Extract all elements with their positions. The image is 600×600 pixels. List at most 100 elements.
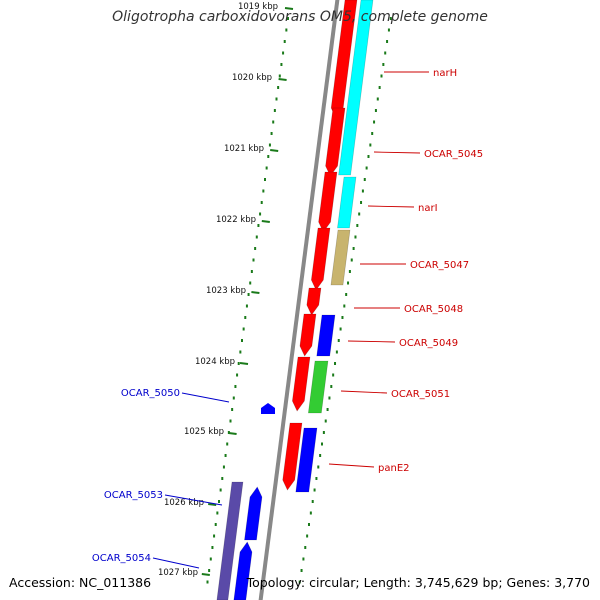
gene-label: OCAR_5048 (404, 304, 463, 315)
minor-tick (358, 212, 361, 216)
minor-tick (356, 224, 359, 227)
gene-OCAR_5049 (299, 313, 317, 357)
minor-tick (260, 201, 263, 204)
gene-OCAR_5045 (325, 107, 346, 177)
accession-text: Accession: NC_011386 (9, 575, 152, 590)
gene-label: narI (418, 203, 438, 214)
minor-tick (242, 327, 245, 331)
gene-OCAR_5053 (244, 486, 263, 541)
major-tick (270, 149, 279, 152)
scale-label: 1021 kbp (224, 144, 264, 154)
minor-tick (361, 189, 364, 193)
scale-label: 1026 kbp (164, 498, 204, 508)
major-tick (278, 78, 287, 81)
minor-tick (371, 132, 374, 135)
minor-tick (306, 534, 309, 538)
major-tick (251, 291, 260, 294)
minor-tick (380, 74, 383, 78)
minor-tick (300, 569, 303, 572)
gene-label: narH (433, 68, 457, 79)
gene-label-line (328, 463, 375, 468)
minor-tick (211, 546, 214, 549)
minor-tick (231, 408, 234, 411)
cyan-feature-2 (337, 176, 357, 229)
minor-tick (339, 327, 342, 331)
minor-tick (326, 408, 329, 411)
minor-ticks (206, 17, 392, 584)
blue-feature-panE2 (295, 427, 318, 493)
minor-tick (304, 546, 307, 549)
minor-tick (222, 465, 225, 469)
minor-tick (386, 40, 389, 43)
minor-tick (363, 178, 366, 181)
gene-label-line (152, 557, 200, 569)
gene-label-line (373, 151, 421, 154)
backbone (258, 0, 341, 600)
minor-tick (360, 201, 363, 204)
gene-label: OCAR_5045 (424, 149, 483, 160)
minor-tick (302, 557, 305, 561)
minor-tick (282, 51, 285, 55)
minor-tick (322, 431, 325, 434)
minor-tick (206, 580, 209, 584)
minor-tick (214, 523, 217, 526)
minor-tick (354, 235, 357, 239)
minor-tick (374, 109, 377, 112)
gene-OCAR_5050 (261, 403, 275, 414)
gene-label: OCAR_5051 (391, 389, 450, 400)
minor-tick (315, 477, 318, 480)
minor-tick (330, 385, 333, 388)
gene-label: OCAR_5053 (104, 490, 163, 501)
backbone-line (258, 0, 340, 600)
minor-tick (234, 385, 237, 388)
minor-tick (252, 258, 255, 262)
minor-tick (313, 488, 316, 492)
minor-tick (373, 120, 376, 124)
minor-tick (321, 442, 324, 446)
cyan-feature-1 (338, 0, 374, 176)
minor-tick (232, 396, 235, 400)
minor-tick (262, 189, 265, 193)
gene-label: OCAR_5047 (410, 260, 469, 271)
scale-label: 1025 kbp (184, 427, 224, 437)
minor-tick (259, 212, 262, 216)
scale-label: 1027 kbp (158, 568, 198, 578)
minor-tick (332, 373, 335, 377)
gene-label-line (340, 390, 388, 394)
gene-label: OCAR_5054 (92, 553, 151, 564)
minor-tick (218, 500, 220, 503)
map-title: Oligotropha carboxidovorans OM5, complet… (112, 9, 488, 25)
minor-tick (265, 166, 268, 170)
gene-label: OCAR_5050 (121, 388, 180, 399)
minor-tick (209, 557, 212, 561)
minor-tick (311, 500, 314, 503)
backbone-highlight (263, 0, 341, 600)
gene-label-line (181, 392, 230, 403)
gene-label-line (164, 494, 223, 506)
minor-tick (285, 28, 288, 32)
gene-OCAR_5054 (233, 541, 253, 600)
gene-panE2 (282, 422, 303, 491)
minor-tick (347, 281, 350, 285)
gene-label-line (367, 205, 415, 208)
scale-label: 1022 kbp (216, 215, 256, 225)
minor-tick (365, 166, 368, 170)
gene-label: OCAR_5049 (399, 338, 458, 349)
minor-tick (267, 155, 270, 158)
green-feature-5051 (308, 360, 329, 414)
gene-OCAR_5048 (306, 287, 322, 316)
minor-tick (213, 534, 216, 538)
minor-tick (369, 143, 372, 147)
minor-tick (337, 339, 340, 342)
minor-tick (382, 63, 385, 66)
minor-tick (224, 454, 227, 457)
minor-tick (270, 132, 273, 135)
minor-tick (343, 304, 346, 308)
minor-tick (319, 454, 322, 457)
topology-text: Topology: circular; Length: 3,745,629 bp… (246, 575, 590, 590)
minor-tick (273, 109, 276, 112)
tan-feature (330, 229, 351, 286)
minor-tick (247, 293, 250, 296)
minor-tick (334, 362, 337, 365)
